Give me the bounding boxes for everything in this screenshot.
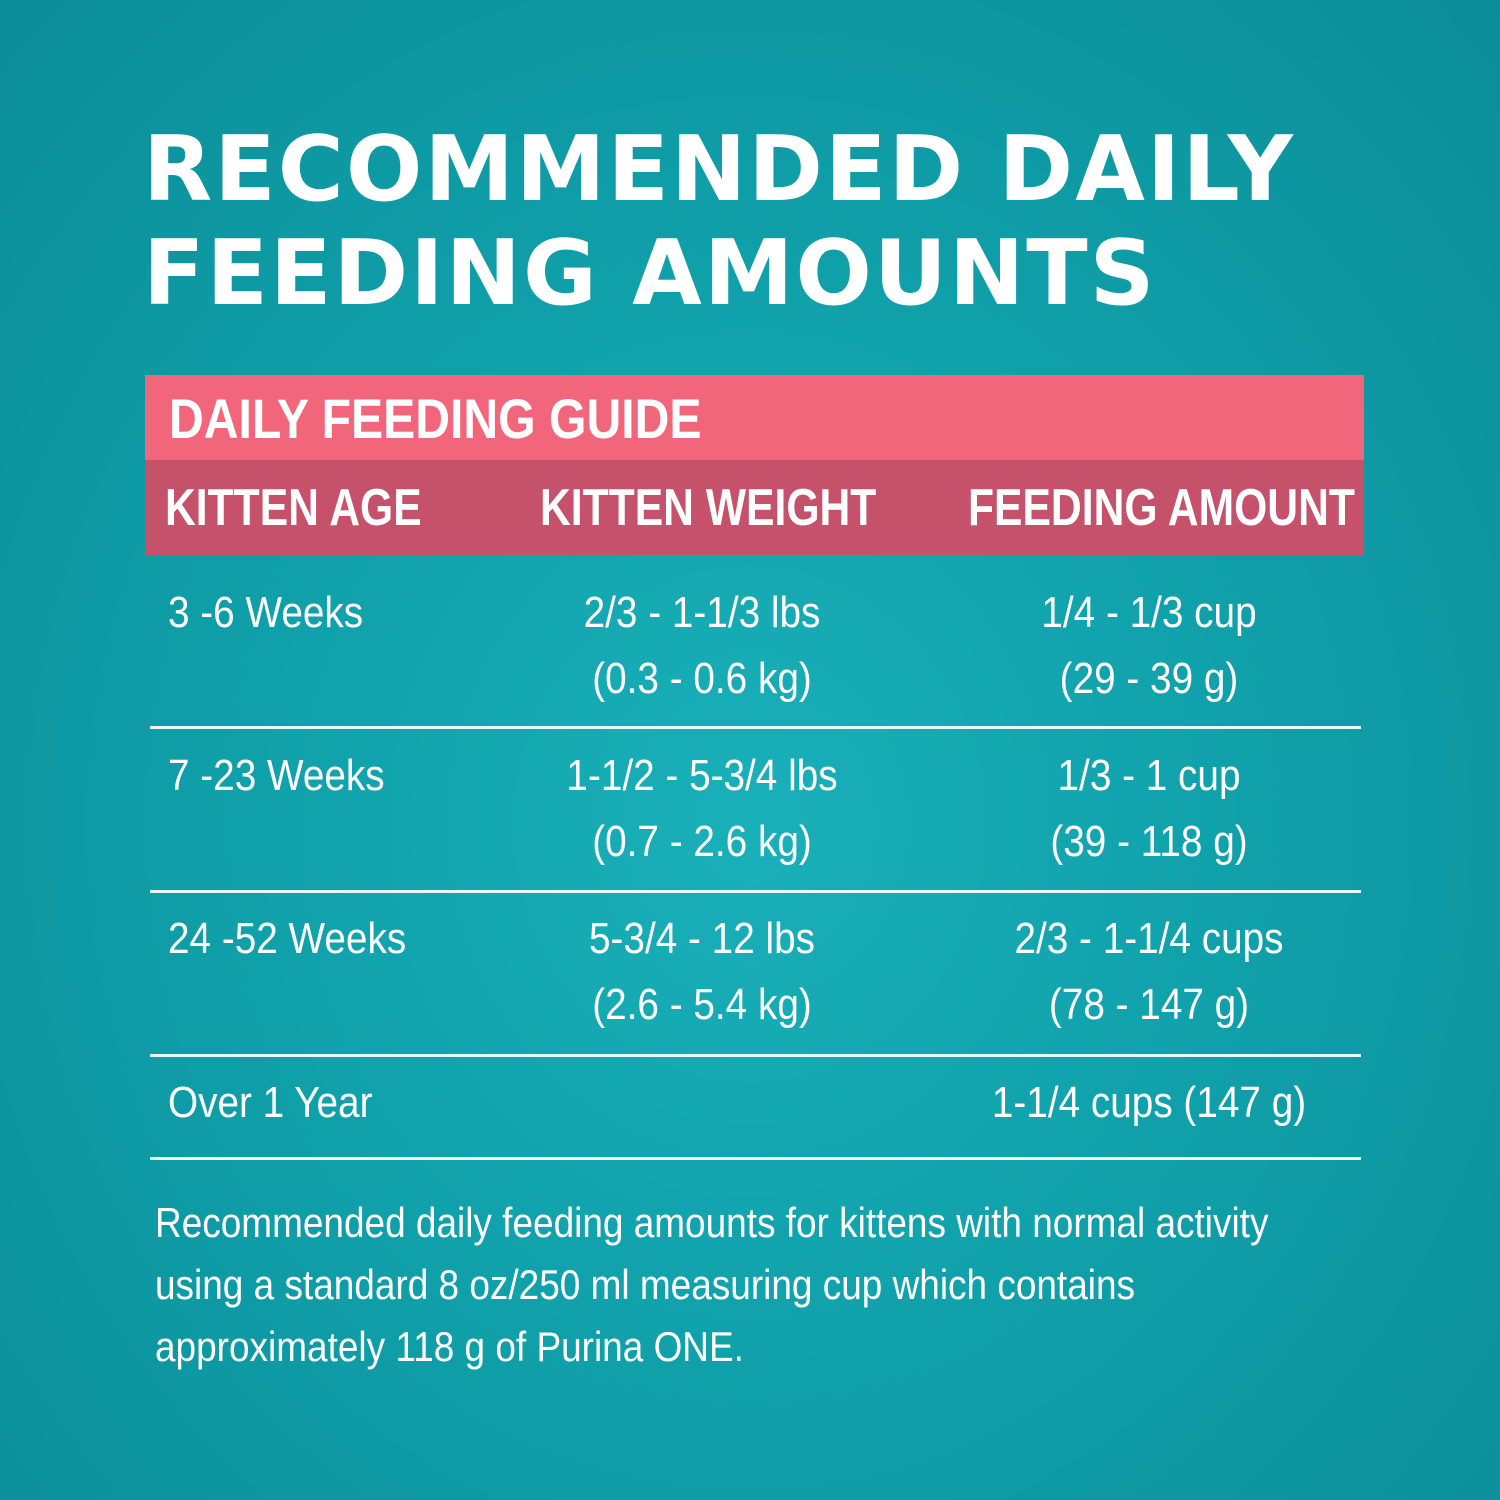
- footnote-line-3: approximately 118 g of Purina ONE.: [155, 1323, 744, 1370]
- table-caption-bar: DAILY FEEDING GUIDE: [145, 375, 1364, 460]
- table-caption: DAILY FEEDING GUIDE: [169, 387, 702, 450]
- row-divider: [150, 726, 1361, 729]
- header-feeding-amount: FEEDING AMOUNT: [968, 479, 1355, 537]
- row-3-weight-lbs: 5-3/4 - 12 lbs: [589, 914, 815, 963]
- footnote: Recommended daily feeding amounts for ki…: [155, 1192, 1299, 1378]
- row-2-weight-kg: (0.7 - 2.6 kg): [592, 817, 812, 866]
- row-1-weight-lbs: 2/3 - 1-1/3 lbs: [583, 588, 821, 637]
- row-2-age: 7 -23 Weeks: [168, 751, 385, 800]
- row-2-amount-grams: (39 - 118 g): [1050, 817, 1248, 866]
- row-3-amount-cups: 2/3 - 1-1/4 cups: [1014, 914, 1284, 963]
- row-4-age: Over 1 Year: [168, 1078, 373, 1127]
- row-1-amount-grams: (29 - 39 g): [1059, 654, 1239, 703]
- row-2-weight-lbs: 1-1/2 - 5-3/4 lbs: [566, 751, 838, 800]
- page-title: RECOMMENDED DAILY FEEDING AMOUNTS: [143, 118, 1373, 326]
- header-kitten-weight: KITTEN WEIGHT: [540, 479, 877, 537]
- footnote-line-2: using a standard 8 oz/250 ml measuring c…: [155, 1261, 1136, 1308]
- row-divider: [150, 1157, 1361, 1160]
- title-line-2: FEEDING AMOUNTS: [143, 221, 1157, 326]
- header-kitten-age: KITTEN AGE: [165, 479, 422, 537]
- row-1-age: 3 -6 Weeks: [168, 588, 364, 637]
- table-header-row: KITTEN AGE KITTEN WEIGHT FEEDING AMOUNT: [145, 460, 1364, 555]
- footnote-line-1: Recommended daily feeding amounts for ki…: [155, 1199, 1269, 1246]
- row-divider: [150, 1054, 1361, 1057]
- title-line-1: RECOMMENDED DAILY: [143, 117, 1295, 222]
- row-4-amount-cups: 1-1/4 cups (147 g): [991, 1078, 1307, 1127]
- row-1-amount-cups: 1/4 - 1/3 cup: [1041, 588, 1257, 637]
- row-3-amount-grams: (78 - 147 g): [1048, 980, 1250, 1029]
- row-1-weight-kg: (0.3 - 0.6 kg): [592, 654, 812, 703]
- row-3-weight-kg: (2.6 - 5.4 kg): [592, 980, 812, 1029]
- row-2-amount-cups: 1/3 - 1 cup: [1057, 751, 1241, 800]
- row-3-age: 24 -52 Weeks: [168, 914, 407, 963]
- row-divider: [150, 890, 1361, 893]
